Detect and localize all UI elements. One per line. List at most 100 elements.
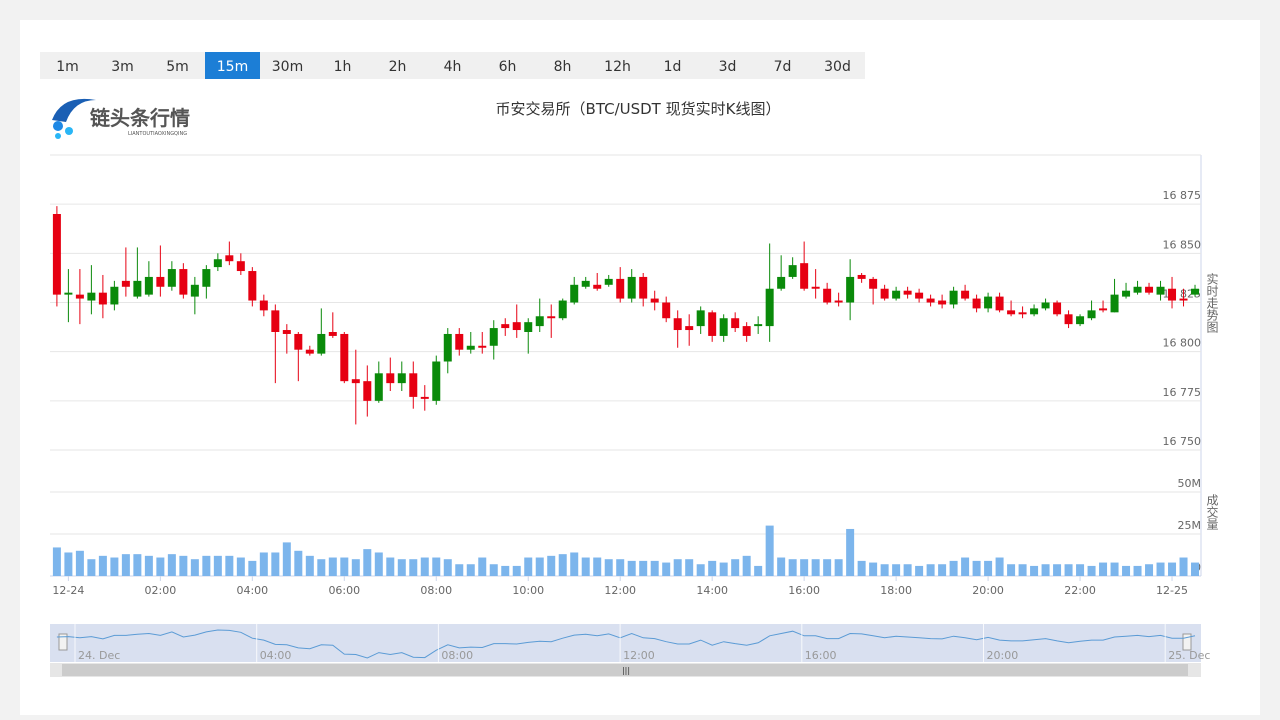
volume-bar: [374, 552, 383, 576]
candle-body: [593, 284, 602, 289]
navigator-label: 20:00: [987, 649, 1019, 662]
volume-bar: [535, 557, 544, 576]
candle-body: [1122, 290, 1131, 297]
candle-body: [834, 300, 843, 303]
volume-bar: [696, 564, 705, 576]
candle-body: [225, 255, 234, 262]
volume-bar: [1064, 564, 1073, 576]
candle-body: [420, 396, 429, 399]
volume-bar: [363, 549, 372, 576]
candle-body: [604, 278, 613, 285]
navigator-handle[interactable]: [1182, 633, 1192, 651]
candle-body: [524, 322, 533, 332]
candle-body: [1099, 308, 1108, 311]
volume-bar: [397, 559, 406, 576]
timeframe-button[interactable]: 1h: [334, 59, 352, 75]
candle-body: [501, 324, 510, 329]
timeframe-button[interactable]: 1d: [664, 59, 682, 75]
volume-axis-title: 成交量: [1205, 494, 1219, 530]
candle-body: [144, 276, 153, 295]
timeframe-button[interactable]: 3d: [719, 59, 737, 75]
candle-body: [903, 290, 912, 295]
x-tick-label: 18:00: [880, 584, 912, 597]
candle-body: [1053, 302, 1062, 315]
scrollbar-grip: |||: [622, 666, 630, 675]
volume-bar: [305, 555, 314, 576]
volume-bar: [271, 552, 280, 576]
candle-body: [75, 294, 84, 299]
volume-bar: [811, 559, 820, 576]
volume-bar: [754, 565, 763, 576]
volume-bar: [1133, 565, 1142, 576]
candle-body: [961, 290, 970, 299]
x-tick-label: 12-25: [1156, 584, 1188, 597]
candle-body: [202, 269, 211, 287]
volume-bar: [64, 552, 73, 576]
timeframe-button[interactable]: 2h: [389, 59, 407, 75]
logo-dot: [55, 133, 61, 139]
timeframe-button[interactable]: 5m: [166, 59, 189, 75]
timeframe-button[interactable]: 6h: [499, 59, 517, 75]
volume-bar: [98, 555, 107, 576]
candle-body: [639, 276, 648, 299]
candle-body: [98, 292, 107, 305]
volume-bar: [351, 559, 360, 576]
candle-body: [846, 276, 855, 303]
volume-bar: [650, 560, 659, 576]
candle-body: [1156, 286, 1165, 295]
volume-bar: [616, 559, 625, 576]
candle-body: [156, 276, 165, 287]
volume-bar: [386, 557, 395, 576]
candle-body: [1030, 308, 1039, 315]
volume-bar: [961, 557, 970, 576]
navigator-label: 08:00: [441, 649, 473, 662]
volume-bar: [110, 557, 119, 576]
navigator-handle[interactable]: [58, 633, 68, 651]
navigator[interactable]: [50, 624, 1201, 662]
logo-dot: [65, 127, 73, 135]
timeframe-button[interactable]: 7d: [774, 59, 792, 75]
volume-bar: [282, 542, 291, 576]
candle-body: [363, 381, 372, 401]
timeframe-button[interactable]: 4h: [444, 59, 462, 75]
timeframe-selected[interactable]: [205, 52, 260, 79]
y-axis-title: 实时走势图: [1205, 272, 1219, 333]
logo-dot: [53, 121, 63, 131]
timeframe-button[interactable]: 30m: [272, 59, 303, 75]
volume-bar: [52, 547, 61, 576]
volume-bar: [478, 557, 487, 576]
navigator-label: 04:00: [260, 649, 292, 662]
candle-body: [662, 302, 671, 319]
volume-bar: [179, 555, 188, 576]
candle-body: [1076, 316, 1085, 325]
candle-body: [374, 373, 383, 401]
candle-body: [213, 259, 222, 268]
candle-body: [305, 349, 314, 354]
volume-bar: [1007, 564, 1016, 576]
volume-bar: [156, 557, 165, 576]
candle-body: [742, 326, 751, 336]
volume-bar: [328, 557, 337, 576]
candle-body: [811, 286, 820, 289]
timeframe-button[interactable]: 15m: [217, 59, 248, 75]
timeframe-button[interactable]: 12h: [604, 59, 631, 75]
timeframe-button[interactable]: 1m: [56, 59, 79, 75]
candle-body: [432, 361, 441, 401]
x-tick-label: 06:00: [328, 584, 360, 597]
timeframe-button[interactable]: 3m: [111, 59, 134, 75]
candle-body: [1179, 298, 1188, 301]
volume-bar: [1099, 562, 1108, 576]
volume-bar: [1191, 562, 1200, 576]
volume-bar: [1122, 565, 1131, 576]
scrollbar-thumb[interactable]: [62, 664, 1188, 676]
candle-body: [282, 330, 291, 334]
volume-tick-label: 25M: [1178, 519, 1202, 532]
candle-body: [1145, 286, 1154, 293]
candle-body: [489, 328, 498, 346]
volume-bar: [225, 555, 234, 576]
timeframe-button[interactable]: 30d: [824, 59, 851, 75]
candle-body: [926, 298, 935, 303]
volume-bar: [294, 550, 303, 576]
timeframe-button[interactable]: 8h: [554, 59, 572, 75]
volume-bar: [420, 557, 429, 576]
